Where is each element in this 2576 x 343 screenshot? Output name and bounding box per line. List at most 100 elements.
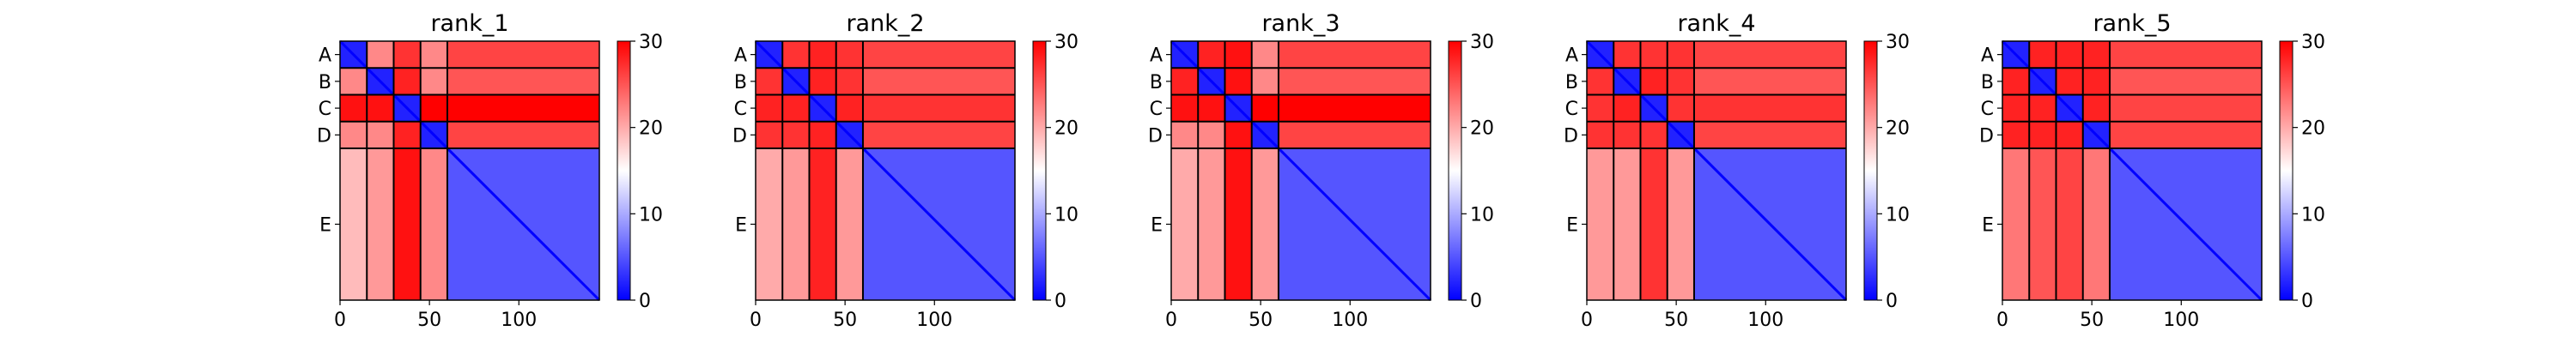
heatmap-cell-C-B [367, 94, 394, 122]
colorbar-tick-label: 0 [1470, 291, 1482, 312]
heatmap-cell-E-A [756, 147, 783, 300]
heatmap-diagonal [1585, 39, 1848, 302]
colorbar-tick-label: 0 [639, 291, 651, 312]
heatmap-cell-A-C [1224, 41, 1252, 69]
heatmap-cell-D-C [393, 121, 421, 148]
chain-label: A [1981, 45, 1994, 67]
heatmap-cell-A-B [1198, 41, 1225, 69]
heatmap-cell-C-D [2082, 94, 2110, 122]
colorbar-tick-label: 30 [1886, 32, 1910, 53]
heatmap-cell-E-B [1198, 147, 1225, 300]
heatmap-cell-D-B [1198, 121, 1225, 148]
heatmap-cell-A-C [2056, 41, 2083, 69]
x-tick-label: 100 [1747, 310, 1783, 331]
x-tick-label: 100 [916, 310, 952, 331]
heatmap-cell-B-A [756, 68, 783, 95]
heatmap-cell-D-A [340, 121, 368, 148]
heatmap-cell-D-B [782, 121, 810, 148]
heatmap-cell-E-B [1613, 147, 1641, 300]
heatmap-cell-B-E [862, 68, 1015, 95]
colorbar-tick-label: 10 [1470, 204, 1494, 226]
heatmap-cell-D-C [2056, 121, 2083, 148]
heatmap-cell-A-B [1613, 41, 1641, 69]
colorbar-tick-label: 0 [1054, 291, 1066, 312]
heatmap-cell-A-D [420, 41, 447, 69]
x-tick-label: 50 [1664, 310, 1688, 331]
heatmap-frame [1170, 40, 1431, 301]
heatmap-cell-A-D [835, 41, 863, 69]
heatmap-cell-E-D [835, 147, 863, 300]
heatmap-cell-D-B [367, 121, 394, 148]
colorbar-tick-label: 0 [1886, 291, 1898, 312]
heatmap-cell-D-E [1693, 121, 1846, 148]
x-tick-label: 0 [1165, 310, 1177, 331]
heatmap-cell-E-C [2056, 147, 2083, 300]
colorbar-tick-label: 20 [1886, 118, 1910, 140]
chain-label: A [319, 45, 331, 67]
heatmap-cell-C-D [420, 94, 447, 122]
heatmap-cell-B-D [420, 68, 447, 95]
heatmap-cell-E-A [340, 147, 368, 300]
heatmap-cell-D-E [1278, 121, 1431, 148]
chain-label: A [1150, 45, 1163, 67]
heatmap-cell-A-B [2029, 41, 2057, 69]
heatmap-cell-A-D [1667, 41, 1694, 69]
x-tick-label: 50 [417, 310, 441, 331]
heatmap-cell-B-C [1640, 68, 1668, 95]
colorbar-tick-label: 20 [639, 118, 663, 140]
chain-label: C [1565, 99, 1578, 120]
colorbar-tick-label: 20 [1054, 118, 1078, 140]
colorbar [2279, 40, 2293, 301]
heatmap-cell-C-A [1587, 94, 1614, 122]
heatmap-cell-A-B [367, 41, 394, 69]
heatmap-cell-B-C [809, 68, 836, 95]
heatmap-cell-B-D [835, 68, 863, 95]
colorbar-tick-label: 30 [2301, 32, 2325, 53]
heatmap-cell-B-A [1587, 68, 1614, 95]
heatmap-cell-A-E [2109, 41, 2262, 69]
heatmap-cell-E-A [2002, 147, 2030, 300]
heatmap-cell-E-D [1251, 147, 1279, 300]
chain-label: E [1151, 214, 1163, 236]
x-tick-label: 50 [2080, 310, 2104, 331]
heatmap-cell-C-E [1693, 94, 1846, 122]
colorbar-tick-label: 20 [2301, 118, 2325, 140]
x-tick-label: 0 [1581, 310, 1593, 331]
heatmap-cell-C-B [2029, 94, 2057, 122]
heatmap-cell-B-E [1278, 68, 1431, 95]
heatmap-cell-C-E [862, 94, 1015, 122]
chain-label: A [1565, 45, 1578, 67]
heatmap-cell-C-D [835, 94, 863, 122]
heatmap-diagonal [2001, 39, 2263, 302]
colorbar-tick-label: 0 [2301, 291, 2313, 312]
heatmap-cell-D-C [1640, 121, 1668, 148]
heatmap-cell-C-E [1278, 94, 1431, 122]
heatmap-cell-C-A [340, 94, 368, 122]
x-tick-label: 100 [501, 310, 537, 331]
heatmap-cell-A-B [782, 41, 810, 69]
chain-label: B [734, 72, 747, 93]
panel-title: rank_1 [430, 10, 508, 37]
heatmap-cell-D-A [756, 121, 783, 148]
chain-label: E [1982, 214, 1994, 236]
heatmap-cell-C-B [782, 94, 810, 122]
heatmap-cell-B-A [1171, 68, 1199, 95]
panel-title: rank_4 [1677, 10, 1755, 37]
chain-label: C [734, 99, 747, 120]
heatmap-cell-B-C [393, 68, 421, 95]
heatmap-cell-A-E [1693, 41, 1846, 69]
colorbar [1863, 40, 1878, 301]
x-tick-label: 100 [1332, 310, 1368, 331]
chain-label: D [1564, 125, 1578, 147]
heatmap-cell-C-E [447, 94, 599, 122]
colorbar-tick-label: 10 [1054, 204, 1078, 226]
heatmap-cell-C-A [2002, 94, 2030, 122]
heatmap-frame [1586, 40, 1847, 301]
heatmap-cell-E-D [420, 147, 447, 300]
heatmap-cell-E-B [782, 147, 810, 300]
chain-label: E [735, 214, 747, 236]
colorbar [617, 40, 631, 301]
heatmap-cell-B-D [1251, 68, 1279, 95]
heatmap-cell-D-C [1224, 121, 1252, 148]
